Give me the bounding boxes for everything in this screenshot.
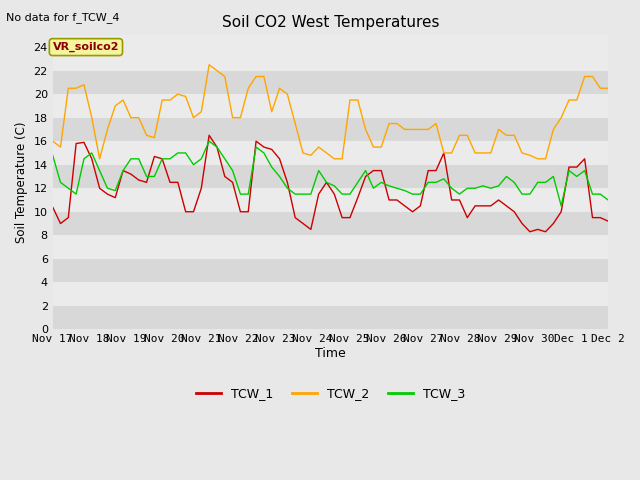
Bar [52, 282, 608, 306]
Text: VR_soilco2: VR_soilco2 [52, 42, 119, 52]
X-axis label: Time: Time [315, 347, 346, 360]
Bar [52, 212, 608, 235]
Bar [52, 94, 608, 118]
Bar [52, 141, 608, 165]
Bar [52, 235, 608, 259]
Bar [52, 188, 608, 212]
Bar [52, 259, 608, 282]
Legend: TCW_1, TCW_2, TCW_3: TCW_1, TCW_2, TCW_3 [191, 383, 470, 406]
Bar [52, 118, 608, 141]
Text: No data for f_TCW_4: No data for f_TCW_4 [6, 12, 120, 23]
Bar [52, 71, 608, 94]
Bar [52, 165, 608, 188]
Title: Soil CO2 West Temperatures: Soil CO2 West Temperatures [221, 15, 439, 30]
Bar [52, 306, 608, 329]
Y-axis label: Soil Temperature (C): Soil Temperature (C) [15, 121, 28, 243]
Bar [52, 47, 608, 71]
